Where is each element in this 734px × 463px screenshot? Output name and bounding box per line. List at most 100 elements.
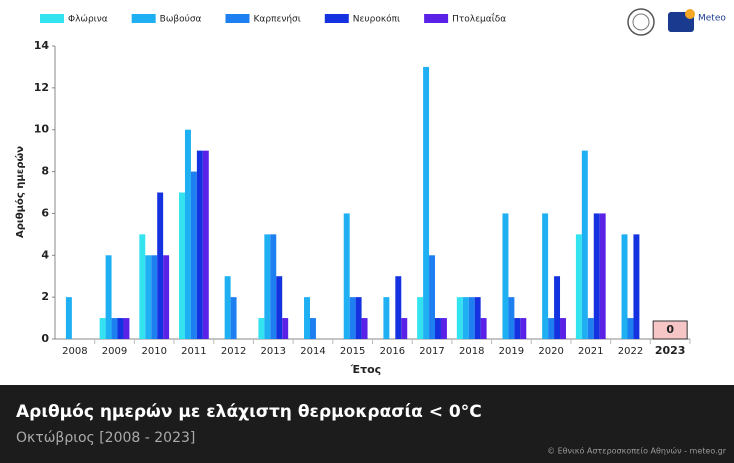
logo-text: Meteo bbox=[698, 14, 726, 24]
legend-label: Πτολεμαΐδα bbox=[452, 13, 506, 25]
bar bbox=[270, 234, 277, 339]
bar bbox=[548, 318, 555, 339]
bar bbox=[468, 297, 475, 339]
meteo-logo-sun bbox=[685, 9, 695, 19]
bar bbox=[230, 297, 237, 339]
y-tick-label: 10 bbox=[34, 123, 50, 136]
x-tick-label: 2015 bbox=[340, 346, 365, 357]
bar bbox=[139, 234, 146, 339]
bar bbox=[514, 318, 521, 339]
credit: © Εθνικό Αστεροσκοπείο Αθηνών - meteo.gr bbox=[547, 446, 727, 456]
legend-label: Φλώρινα bbox=[68, 14, 108, 25]
bar bbox=[456, 297, 463, 339]
bar bbox=[309, 318, 316, 339]
x-axis-label: Έτος bbox=[350, 363, 381, 376]
x-tick-label: 2020 bbox=[538, 346, 563, 357]
x-tick-label: 2023 bbox=[655, 344, 686, 357]
bar bbox=[151, 255, 158, 339]
annotation-box bbox=[652, 320, 688, 340]
bar bbox=[99, 318, 106, 339]
annotation-label: 0 bbox=[666, 323, 674, 336]
bar bbox=[105, 255, 112, 339]
x-tick-label: 2021 bbox=[578, 346, 603, 357]
x-tick-label: 2012 bbox=[221, 346, 246, 357]
legend-swatch bbox=[324, 14, 349, 23]
bar bbox=[65, 297, 72, 339]
y-tick-label: 12 bbox=[34, 81, 49, 94]
bar bbox=[123, 318, 130, 339]
bar bbox=[593, 213, 600, 339]
bar bbox=[423, 66, 430, 339]
bar bbox=[417, 297, 424, 339]
y-tick-label: 4 bbox=[41, 248, 49, 261]
bar bbox=[587, 318, 594, 339]
x-tick-label: 2017 bbox=[419, 346, 444, 357]
legend-swatch bbox=[131, 14, 156, 23]
x-tick-label: 2008 bbox=[62, 346, 87, 357]
bar bbox=[627, 318, 634, 339]
x-tick-label: 2022 bbox=[618, 346, 643, 357]
bar bbox=[621, 234, 628, 339]
legend-label: Βωβούσα bbox=[160, 14, 202, 25]
bar bbox=[575, 234, 582, 339]
x-tick-label: 2011 bbox=[181, 346, 206, 357]
bar bbox=[429, 255, 436, 339]
legend-swatch bbox=[40, 14, 64, 23]
bar bbox=[276, 276, 283, 339]
bar bbox=[599, 213, 606, 339]
bar bbox=[264, 234, 271, 339]
bar bbox=[163, 255, 170, 339]
x-tick-label: 2010 bbox=[141, 346, 166, 357]
bar bbox=[355, 297, 362, 339]
bar bbox=[440, 318, 447, 339]
bar bbox=[117, 318, 124, 339]
chart-subtitle: Οκτώβριος [2008 - 2023] bbox=[16, 430, 195, 446]
bar bbox=[157, 192, 164, 339]
y-tick-label: 0 bbox=[41, 332, 49, 345]
bar bbox=[480, 318, 487, 339]
chart-title: Αριθμός ημερών με ελάχιστη θερμοκρασία <… bbox=[16, 402, 482, 422]
bar bbox=[224, 276, 231, 339]
bar bbox=[462, 297, 469, 339]
academy-seal-inner bbox=[632, 13, 650, 31]
y-axis-label: Αριθμός ημερών bbox=[14, 146, 26, 238]
academy-seal bbox=[627, 8, 655, 36]
x-tick-label: 2018 bbox=[459, 346, 484, 357]
bar bbox=[190, 171, 197, 339]
x-tick-label: 2019 bbox=[499, 346, 524, 357]
bar bbox=[508, 297, 515, 339]
x-tick-label: 2013 bbox=[261, 346, 286, 357]
bar bbox=[435, 318, 441, 339]
footer-banner bbox=[0, 385, 734, 463]
bar bbox=[474, 297, 481, 339]
bar bbox=[542, 213, 549, 339]
bar bbox=[282, 318, 289, 339]
x-tick-label: 2016 bbox=[380, 346, 405, 357]
bar bbox=[304, 297, 310, 339]
bar bbox=[343, 213, 350, 339]
bar bbox=[395, 276, 402, 339]
bar bbox=[502, 213, 509, 339]
bar bbox=[184, 129, 191, 339]
y-tick-label: 14 bbox=[34, 39, 50, 52]
bar bbox=[111, 318, 118, 339]
bar bbox=[401, 318, 408, 339]
legend-swatch bbox=[225, 14, 250, 23]
legend-swatch bbox=[424, 14, 449, 23]
bar bbox=[633, 234, 640, 339]
bar bbox=[349, 297, 356, 339]
bar bbox=[179, 192, 185, 339]
bar bbox=[560, 318, 566, 339]
bar bbox=[361, 318, 368, 339]
bar bbox=[581, 150, 588, 339]
y-tick-label: 6 bbox=[41, 206, 49, 219]
bar bbox=[145, 255, 152, 339]
bar bbox=[258, 318, 265, 339]
bar bbox=[196, 150, 203, 339]
y-tick-label: 2 bbox=[41, 290, 49, 303]
x-tick-label: 2014 bbox=[300, 346, 325, 357]
bar bbox=[554, 276, 561, 339]
legend-label: Καρπενήσι bbox=[253, 15, 300, 25]
bar bbox=[383, 297, 390, 339]
